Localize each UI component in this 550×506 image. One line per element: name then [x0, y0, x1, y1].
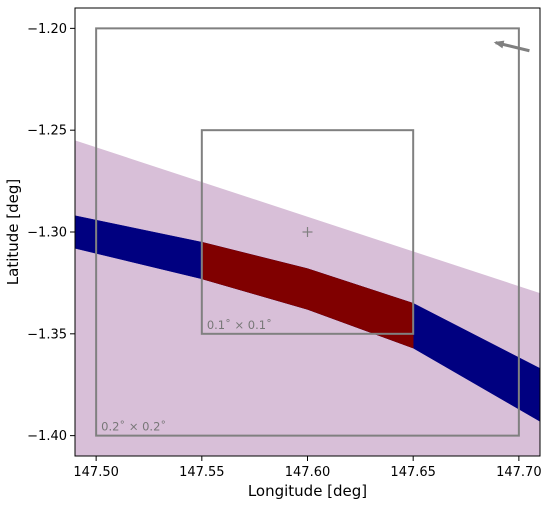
box-label-1: 0.1˚ × 0.1˚	[207, 317, 272, 332]
x-tick-label: 147.60	[285, 465, 331, 480]
y-tick-label: −1.25	[27, 124, 67, 139]
x-tick-label: 147.65	[390, 465, 436, 480]
y-tick-label: −1.30	[27, 226, 67, 241]
x-tick-label: 147.50	[73, 465, 119, 480]
overlay-layer: 0.2˚ × 0.2˚ 0.1˚ × 0.1˚	[95, 27, 530, 437]
y-tick-label: −1.35	[27, 327, 67, 342]
box-label-0: 0.2˚ × 0.2˚	[101, 419, 166, 434]
x-tick-label: 147.55	[179, 465, 225, 480]
x-axis-label: Longitude [deg]	[248, 482, 367, 500]
y-tick-label: −1.40	[27, 429, 67, 444]
y-tick-label: −1.20	[27, 22, 67, 37]
axis-ticks: 147.50 147.55 147.60 147.65 147.70 −1.20 −1.25…	[27, 22, 541, 480]
y-axis-label: Latitude [deg]	[4, 179, 22, 285]
center-plus-marker	[302, 227, 313, 237]
box-1	[200, 129, 415, 335]
box-0	[95, 27, 520, 437]
plot-area	[75, 140, 540, 456]
direction-arrow	[493, 40, 530, 53]
x-tick-label: 147.70	[496, 465, 542, 480]
